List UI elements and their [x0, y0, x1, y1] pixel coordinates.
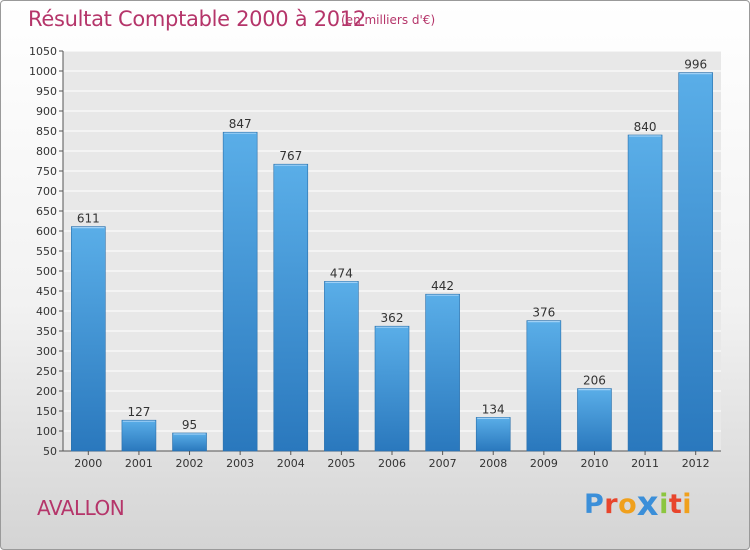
data-label: 442	[431, 279, 454, 293]
bar	[475, 417, 511, 452]
bar	[425, 293, 460, 452]
data-label: 95	[182, 418, 197, 432]
data-label: 840	[634, 120, 657, 134]
bar	[273, 163, 309, 452]
bar	[172, 432, 207, 452]
data-label: 474	[330, 266, 353, 280]
data-label: 362	[381, 311, 404, 325]
x-tick-label: 2010	[580, 457, 608, 470]
x-tick-label: 2008	[479, 457, 507, 470]
y-tick-label: 300	[36, 345, 57, 358]
bar	[627, 134, 663, 452]
bar	[324, 281, 359, 452]
y-tick-label: 200	[36, 385, 57, 398]
y-tick-label: 50	[43, 445, 57, 458]
y-tick-label: 750	[36, 165, 57, 178]
y-tick-label: 500	[36, 265, 57, 278]
x-tick-label: 2012	[682, 457, 710, 470]
logo-letter: o	[618, 489, 638, 520]
bar	[526, 320, 562, 452]
y-tick-label: 550	[36, 245, 57, 258]
y-tick-label: 1000	[29, 65, 57, 78]
x-tick-label: 2000	[74, 457, 102, 470]
y-tick-label: 1050	[29, 45, 57, 58]
x-tick-label: 2005	[327, 457, 355, 470]
y-tick-label: 850	[36, 125, 57, 138]
y-tick-label: 700	[36, 185, 57, 198]
y-tick-label: 650	[36, 205, 57, 218]
y-tick-label: 250	[36, 365, 57, 378]
bar	[71, 226, 106, 452]
data-label: 847	[229, 117, 252, 131]
data-label: 996	[684, 58, 707, 72]
logo-letter: x	[636, 485, 660, 524]
bar	[121, 419, 157, 452]
y-tick-label: 150	[36, 405, 57, 418]
y-tick-label: 350	[36, 325, 57, 338]
proxiti-logo: Proxiti	[584, 485, 693, 524]
logo-letter: i	[659, 489, 669, 520]
bar	[222, 131, 258, 452]
data-label: 206	[583, 374, 606, 388]
chart-subtitle: (en milliers d'€)	[341, 13, 436, 27]
y-tick-label: 450	[36, 285, 57, 298]
y-tick-label: 800	[36, 145, 57, 158]
y-tick-label: 600	[36, 225, 57, 238]
logo-letter: P	[584, 489, 605, 520]
x-tick-label: 2007	[429, 457, 457, 470]
x-tick-label: 2003	[226, 457, 254, 470]
y-tick-label: 400	[36, 305, 57, 318]
y-tick-label: 950	[36, 85, 57, 98]
logo-letter: i	[682, 489, 693, 520]
bar	[678, 72, 713, 452]
bar	[577, 388, 612, 452]
x-tick-label: 2011	[631, 457, 659, 470]
data-label: 127	[127, 405, 150, 419]
data-label: 767	[279, 149, 302, 163]
y-tick-label: 900	[36, 105, 57, 118]
logo-letter: t	[668, 489, 683, 520]
location-label: AVALLON	[37, 496, 125, 520]
x-tick-label: 2004	[277, 457, 305, 470]
data-label: 134	[482, 402, 505, 416]
data-label: 611	[77, 212, 100, 226]
y-tick-label: 100	[36, 425, 57, 438]
chart-title: Résultat Comptable 2000 à 2012	[28, 7, 366, 31]
x-tick-label: 2006	[378, 457, 406, 470]
x-tick-label: 2001	[125, 457, 153, 470]
logo-letter: r	[604, 489, 619, 520]
x-tick-label: 2002	[176, 457, 204, 470]
x-tick-label: 2009	[530, 457, 558, 470]
data-label: 376	[532, 306, 555, 320]
bar	[374, 325, 410, 452]
